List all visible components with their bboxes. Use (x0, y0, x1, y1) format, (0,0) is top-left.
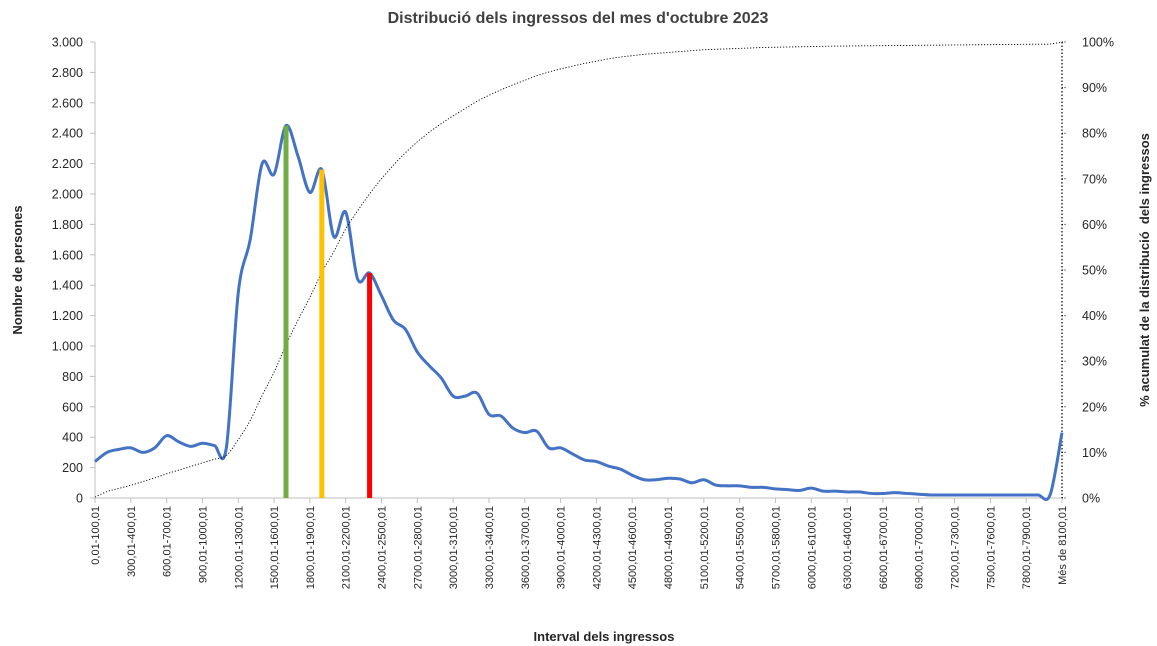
y-tick-label: 2.400 (52, 127, 83, 141)
y-tick-label: 1.200 (52, 309, 83, 323)
x-tick-label: 3300,01-3400,01 (484, 506, 496, 589)
axes (94, 42, 1063, 499)
x-tick-label: 3900,01-4000,01 (556, 506, 568, 589)
x-tick-label: 4500,01-4600,01 (627, 506, 639, 589)
x-tick-label: 4800,01-4900,01 (663, 506, 675, 589)
y-tick-label: 3.000 (52, 36, 83, 50)
x-tick-label: 3000,01-3100,01 (448, 506, 460, 589)
y-tick-label: 400 (62, 431, 83, 445)
x-tick-label: 1800,01-1900,01 (305, 506, 317, 589)
x-axis-title: Interval dels ingressos (534, 629, 675, 644)
x-tick-label: 5100,01-5200,01 (699, 506, 711, 589)
x-tick-label: 0,01-100,01 (90, 506, 102, 565)
y-tick-label: 2.800 (52, 66, 83, 80)
y-tick-label: 1.400 (52, 279, 83, 293)
y-axis-title: Nombre de persones (10, 205, 25, 334)
x-tick-label: 7800,01-7900,01 (1021, 506, 1033, 589)
persons-count-line (94, 124, 1064, 502)
x-tick-label: 7500,01-7600,01 (985, 506, 997, 589)
y2-tick-label: 30% (1082, 355, 1107, 369)
y-tick-label: 2.200 (52, 157, 83, 171)
x-tick-label: 4200,01-4300,01 (591, 506, 603, 589)
x-tick-label: 2400,01-2500,01 (377, 506, 389, 589)
x-tick-label: 2100,01-2200,01 (341, 506, 353, 589)
y-tick-label: 2.600 (52, 96, 83, 110)
y2-tick-label: 20% (1082, 400, 1107, 414)
marker-bars (283, 125, 373, 498)
x-tick-label: 6600,01-6700,01 (878, 506, 890, 589)
x-tick-label: 600,01-700,01 (162, 506, 174, 577)
y-tick-label: 1.000 (52, 340, 83, 354)
y2-tick-labels: 0% 10% 20% 30% 40% 50% 60% 70% 80% 90% 100% (1062, 36, 1114, 506)
cumulative-percent-line (94, 41, 1063, 498)
x-tick-label: 1200,01-1300,01 (233, 506, 245, 589)
x-tick-label: 6000,01-6100,01 (806, 506, 818, 589)
x-tick-label: 7200,01-7300,01 (950, 506, 962, 589)
x-tick-label: 6300,01-6400,01 (842, 506, 854, 589)
y-tick-label: 2.000 (52, 188, 83, 202)
x-tick-label: 6900,01-7000,01 (914, 506, 926, 589)
y-tick-label: 1.800 (52, 218, 83, 232)
y-tick-label: 200 (62, 461, 83, 475)
y2-axis-title: % acumulat de la distribució dels ingres… (1137, 133, 1152, 407)
x-tick-label: 5700,01-5800,01 (770, 506, 782, 589)
series-group (94, 41, 1064, 502)
y2-tick-label: 100% (1082, 36, 1114, 50)
x-tick-label: Més de 8100,01 (1057, 506, 1069, 585)
y2-tick-label: 40% (1082, 309, 1107, 323)
y-tick-label: 800 (62, 370, 83, 384)
y-tick-label: 600 (62, 400, 83, 414)
y-tick-labels: 0 200 400 600 800 1.000 1.200 1.400 1.600 1.800 2.… (52, 36, 95, 506)
y2-tick-label: 90% (1082, 81, 1107, 95)
y2-tick-label: 10% (1082, 446, 1107, 460)
y2-tick-label: 0% (1082, 492, 1100, 506)
y-tick-label: 0 (76, 492, 83, 506)
x-tick-label: 300,01-400,01 (126, 506, 138, 577)
y2-tick-label: 60% (1082, 218, 1107, 232)
y2-tick-label: 50% (1082, 264, 1107, 278)
x-tick-label: 900,01-1000,01 (197, 506, 209, 583)
chart-title: Distribució dels ingressos del mes d'oct… (388, 10, 769, 27)
x-tick-label: 2700,01-2800,01 (412, 506, 424, 589)
x-tick-label: 5400,01-5500,01 (735, 506, 747, 589)
x-tick-label: 1500,01-1600,01 (269, 506, 281, 589)
y2-tick-label: 70% (1082, 172, 1107, 186)
y-tick-label: 1.600 (52, 248, 83, 262)
x-tick-labels: 0,01-100,01 300,01-400,01 600,01-700,01 900… (90, 498, 1069, 589)
y2-tick-label: 80% (1082, 127, 1107, 141)
x-tick-label: 3600,01-3700,01 (520, 506, 532, 589)
